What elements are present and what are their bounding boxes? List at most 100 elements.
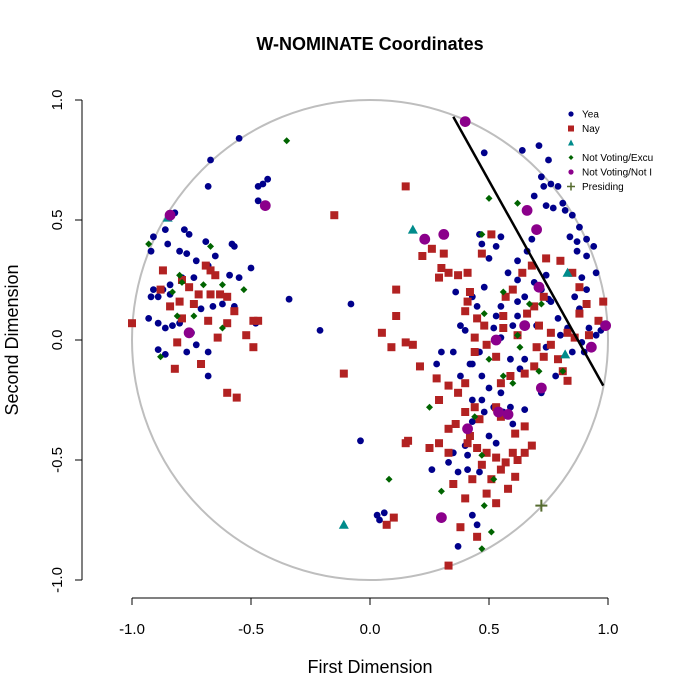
data-point-series-1 [444, 448, 453, 457]
data-point-series-1 [542, 254, 551, 263]
data-point-series-0 [380, 509, 388, 517]
data-point-series-1 [213, 333, 222, 342]
data-point-series-0 [573, 238, 581, 246]
data-point-series-3 [207, 242, 215, 250]
data-point-series-1 [177, 314, 186, 323]
data-point-series-0 [183, 348, 191, 356]
data-point-series-3 [480, 502, 488, 510]
data-point-series-1 [473, 314, 482, 323]
data-point-series-0 [576, 223, 583, 231]
data-point-series-0 [219, 300, 226, 308]
data-point-series-4 [493, 406, 504, 418]
data-point-series-1 [418, 252, 427, 260]
data-point-series-1 [449, 480, 458, 488]
data-point-series-1 [508, 448, 517, 457]
data-point-series-0 [473, 303, 481, 310]
data-point-series-1 [435, 439, 444, 448]
data-point-series-3 [559, 367, 567, 375]
x-axis-label: First Dimension [307, 657, 432, 677]
data-point-series-0 [154, 346, 162, 353]
data-point-series-3 [478, 451, 486, 459]
data-point-series-0 [347, 300, 355, 308]
data-point-series-1 [482, 340, 491, 349]
data-point-series-0 [521, 293, 529, 301]
data-point-series-0 [514, 312, 521, 320]
data-point-series-0 [207, 156, 214, 164]
data-point-series-3 [480, 310, 488, 318]
data-point-series-0 [478, 396, 486, 404]
data-point-series-0 [521, 355, 529, 363]
data-point-series-0 [150, 233, 157, 241]
data-point-series-1 [330, 211, 339, 220]
data-point-series-0 [209, 303, 217, 310]
data-point-series-0 [561, 207, 569, 214]
data-point-series-0 [433, 360, 441, 368]
data-point-series-0 [461, 327, 469, 334]
data-point-series-0 [192, 341, 200, 349]
data-point-series-0 [480, 408, 488, 416]
data-point-series-1 [568, 268, 577, 277]
y-tick-label: -0.5 [49, 447, 66, 473]
data-point-series-0 [190, 274, 198, 281]
data-point-series-1 [382, 520, 391, 529]
data-point-series-0 [547, 180, 555, 188]
data-point-series-3 [499, 288, 507, 296]
data-point-series-0 [147, 293, 155, 301]
data-point-series-0 [230, 243, 238, 250]
data-point-series-0 [161, 351, 169, 358]
data-point-series-0 [583, 286, 590, 293]
data-point-series-1 [158, 266, 167, 275]
data-point-series-0 [573, 247, 581, 255]
data-point-series-1 [496, 465, 505, 474]
data-point-series-1 [480, 321, 489, 330]
data-point-series-3 [514, 199, 522, 207]
y-axis-label: Second Dimension [2, 264, 22, 415]
data-point-series-0 [454, 543, 462, 550]
data-point-series-1 [539, 292, 548, 301]
data-point-series-0 [468, 396, 476, 404]
data-point-series-0 [169, 322, 176, 329]
data-point-series-3 [145, 240, 153, 248]
data-point-series-1 [223, 292, 232, 301]
data-point-series-1 [173, 338, 182, 347]
legend-marker [568, 169, 574, 175]
legend-label: Nay [582, 124, 600, 135]
data-point-series-1 [520, 369, 529, 378]
data-point-series-1 [570, 333, 579, 342]
data-point-series-1 [504, 484, 513, 493]
data-point-series-0 [457, 322, 464, 329]
x-tick-label: -0.5 [238, 621, 264, 638]
data-point-series-4 [438, 229, 450, 240]
data-point-series-3 [537, 300, 545, 308]
y-tick-label: -1.0 [49, 567, 66, 593]
data-point-series-1 [249, 343, 258, 352]
data-point-series-3 [190, 312, 198, 320]
data-point-series-4 [585, 341, 597, 353]
data-point-series-0 [545, 156, 552, 164]
data-point-series-1 [482, 448, 491, 457]
data-point-series-0 [438, 348, 445, 356]
data-point-series-0 [235, 135, 243, 142]
data-point-series-0 [537, 173, 545, 181]
data-point-series-0 [521, 406, 529, 413]
data-point-series-0 [509, 322, 517, 329]
data-point-series-1 [563, 328, 572, 337]
data-point-series-0 [535, 142, 543, 150]
data-point-series-3 [283, 137, 291, 145]
y-tick-label: 1.0 [49, 90, 66, 111]
data-point-series-1 [582, 300, 591, 308]
data-point-series-1 [204, 316, 213, 325]
data-point-series-1 [456, 523, 465, 532]
data-point-series-4 [521, 205, 533, 216]
data-point-series-0 [204, 372, 212, 380]
data-point-series-0 [154, 319, 162, 327]
data-point-series-4 [164, 209, 176, 221]
data-point-series-1 [534, 321, 543, 330]
data-point-series-1 [530, 302, 539, 311]
data-point-series-1 [511, 429, 520, 438]
data-point-series-1 [185, 283, 194, 292]
data-point-series-1 [408, 340, 417, 349]
data-point-series-1 [465, 288, 474, 296]
data-point-series-0 [428, 466, 436, 473]
cutting-line-layer [452, 116, 605, 387]
